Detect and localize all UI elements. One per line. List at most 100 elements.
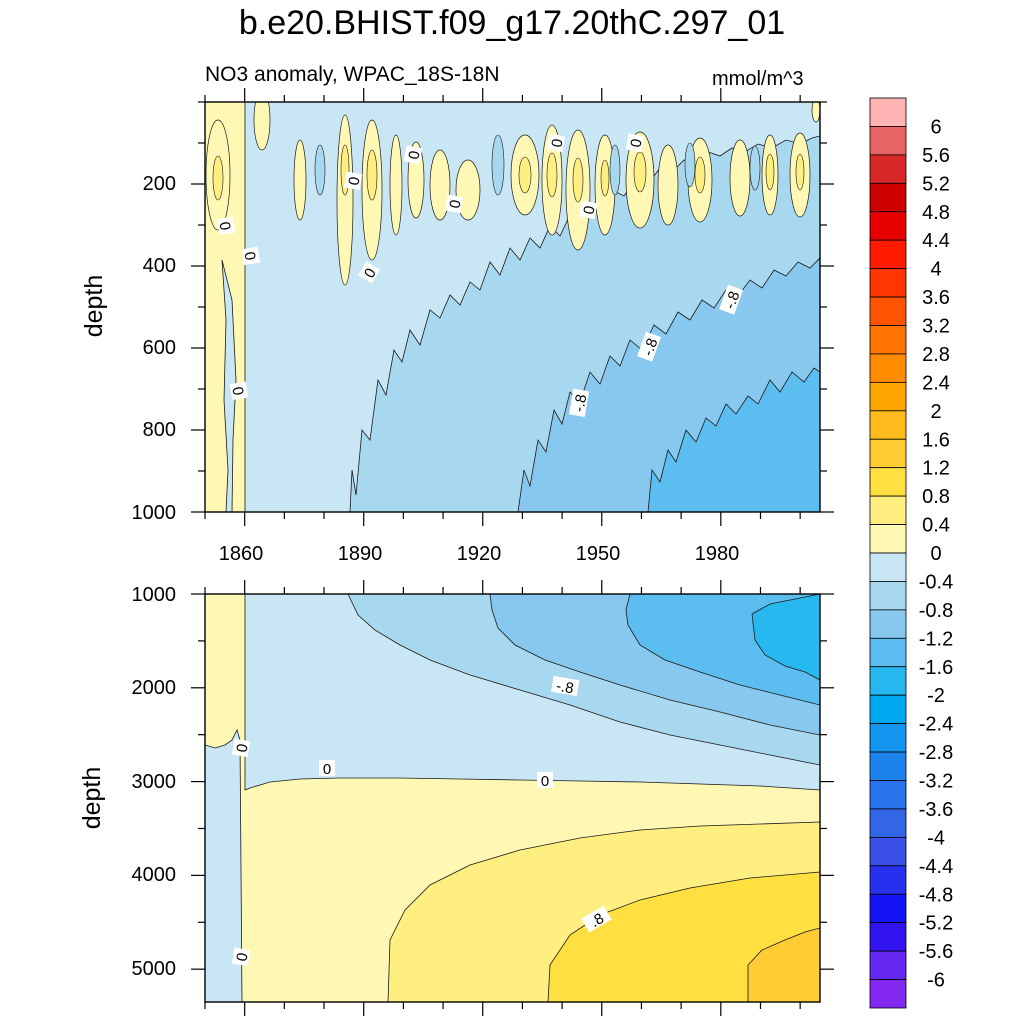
contour-label: 0 — [231, 738, 252, 758]
colorbar-swatch — [869, 780, 907, 810]
y-tick-label: 1000 — [132, 502, 177, 524]
colorbar-label: 4.8 — [922, 202, 950, 224]
colorbar-label: 6 — [930, 116, 941, 138]
svg-text:0: 0 — [446, 199, 464, 210]
colorbar-label: 1.6 — [922, 429, 950, 451]
colorbar-label: -0.4 — [919, 571, 953, 593]
colorbar-label: -0.8 — [919, 600, 953, 622]
colorbar-label: -4.8 — [919, 884, 953, 906]
colorbar-label: -2 — [927, 685, 945, 707]
colorbar-swatch — [869, 609, 907, 639]
lower-contour-labels: -.8 0 0 0 0 .8 — [231, 675, 612, 967]
colorbar-swatch — [869, 808, 907, 838]
svg-text:-.8: -.8 — [555, 678, 575, 698]
colorbar-label: 2 — [930, 401, 941, 423]
colorbar-label: -2.8 — [919, 742, 953, 764]
colorbar-swatch — [869, 495, 907, 525]
upper-panel — [205, 102, 820, 512]
colorbar-swatch — [869, 723, 907, 753]
contour-label: 0 — [343, 171, 364, 191]
lower-y-tick-labels: 1000 2000 3000 4000 5000 — [132, 584, 177, 980]
colorbar-label: 2.4 — [922, 372, 950, 394]
contour-label: 0 — [319, 760, 335, 778]
chart-subtitle: NO3 anomaly, WPAC_18S-18N — [205, 63, 500, 86]
colorbar-label: -5.2 — [919, 913, 953, 935]
contour-label: 0 — [358, 261, 381, 284]
contour-label: 0 — [240, 246, 261, 266]
contour-label: -.8 — [568, 388, 591, 418]
upper-band-neg-sliver — [221, 259, 237, 512]
contour-label: -.8 — [550, 675, 580, 698]
colorbar-label: -3.2 — [919, 771, 953, 793]
upper-contour-labels: 0 0 0 0 0 0 0 0 0 0 -.8 -.8 -.8 — [215, 133, 743, 418]
y-tick-label: 2000 — [132, 677, 177, 699]
lower-y-axis-label: depth — [78, 767, 106, 830]
colorbar-label: -3.6 — [919, 799, 953, 821]
contour-label: 0 — [403, 145, 424, 165]
contour-label: -.8 — [637, 331, 661, 362]
colorbar-label: 4 — [930, 259, 941, 281]
colorbar-label: -2.4 — [919, 714, 953, 736]
svg-text:0: 0 — [580, 205, 598, 216]
x-tick-label: 1920 — [457, 543, 502, 565]
colorbar-swatch — [869, 325, 907, 355]
colorbar-swatch — [869, 410, 907, 440]
colorbar-swatch — [869, 666, 907, 696]
svg-text:0: 0 — [228, 386, 246, 397]
colorbar-swatch — [869, 268, 907, 298]
colorbar-swatch — [869, 979, 907, 1009]
colorbar-label: 5.6 — [922, 145, 950, 167]
contour-label: 0 — [444, 194, 465, 214]
upper-y-tick-labels: 200 400 600 800 1000 — [132, 173, 177, 524]
upper-thermocline-cores — [212, 144, 805, 203]
contour-label: 0 — [537, 772, 553, 790]
colorbar-label: 0.4 — [922, 515, 950, 537]
svg-text:0: 0 — [233, 952, 251, 963]
y-tick-label: 400 — [143, 255, 176, 277]
colorbar-label: -4.4 — [919, 856, 953, 878]
colorbar: 6 5.6 5.2 4.8 4.4 4 3.6 3.2 2.8 2.4 2 1.6 1.2 0.8 0.4 0… — [869, 97, 953, 1009]
y-tick-label: 1000 — [132, 584, 177, 606]
colorbar-swatch — [869, 751, 907, 781]
y-tick-label: 200 — [143, 173, 176, 195]
colorbar-swatch — [869, 126, 907, 156]
svg-text:0: 0 — [345, 176, 363, 187]
colorbar-label: 3.6 — [922, 287, 950, 309]
colorbar-swatch — [869, 581, 907, 611]
colorbar-swatch — [869, 182, 907, 213]
y-tick-label: 5000 — [132, 958, 177, 980]
colorbar-swatch — [869, 893, 907, 924]
colorbar-label: -4 — [927, 827, 945, 849]
contour-label: .8 — [581, 905, 612, 933]
svg-text:-.8: -.8 — [639, 336, 661, 358]
svg-text:-.8: -.8 — [721, 289, 743, 311]
svg-text:-.8: -.8 — [571, 393, 591, 413]
upper-y-axis-label: depth — [80, 275, 108, 338]
svg-text:0: 0 — [215, 221, 233, 232]
chart-title: b.e20.BHIST.f09_g17.20thC.297_01 — [238, 4, 786, 42]
contour-label: -.8 — [719, 284, 743, 315]
colorbar-label: 5.2 — [922, 173, 950, 195]
contour-label: 0 — [546, 133, 567, 153]
colorbar-label: 2.8 — [922, 344, 950, 366]
colorbar-label: 0 — [930, 543, 941, 565]
svg-text:0: 0 — [240, 251, 258, 262]
colorbar-swatch — [869, 694, 907, 725]
colorbar-label: -1.2 — [919, 628, 953, 650]
x-tick-label: 1890 — [338, 543, 383, 565]
lower-band-neg20 — [751, 594, 820, 681]
y-tick-label: 800 — [143, 419, 176, 441]
colorbar-swatch — [869, 950, 907, 980]
x-tick-labels: 1860 1890 1920 1950 1980 — [219, 543, 740, 565]
y-tick-label: 4000 — [132, 864, 177, 886]
contour-label: 0 — [228, 381, 249, 401]
contour-label: 0 — [231, 947, 252, 967]
svg-text:0: 0 — [405, 150, 423, 161]
colorbar-swatch — [869, 381, 907, 412]
units-label: mmol/m^3 — [712, 68, 804, 90]
x-tick-label: 1950 — [576, 543, 621, 565]
lower-band-neg-strip — [205, 728, 243, 1002]
lower-panel — [205, 594, 820, 1002]
colorbar-swatch — [869, 836, 907, 867]
